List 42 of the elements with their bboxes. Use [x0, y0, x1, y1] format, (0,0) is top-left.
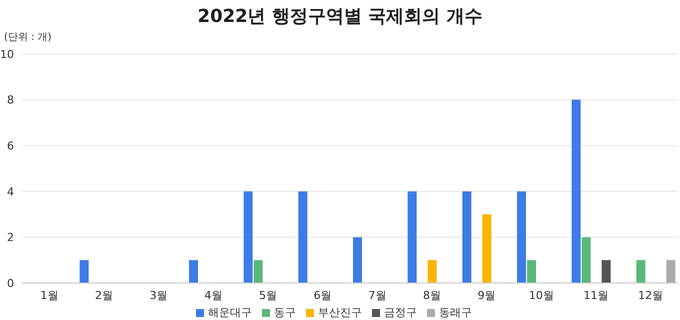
bar [482, 214, 492, 283]
bar [602, 260, 611, 283]
x-tick-label: 11월 [584, 288, 608, 302]
bar [189, 260, 198, 283]
y-tick-label: 8 [7, 94, 14, 107]
x-tick-label: 6월 [314, 288, 332, 302]
bar [462, 191, 472, 283]
bar [517, 191, 526, 283]
x-tick-label: 5월 [259, 288, 277, 302]
x-tick-label: 9월 [478, 288, 496, 302]
y-tick-label: 10 [0, 48, 14, 61]
x-tick-label: 1월 [40, 288, 58, 302]
bar [428, 260, 437, 283]
x-tick-label: 8월 [423, 288, 441, 302]
x-tick-label: 2월 [95, 288, 113, 302]
x-tick-label: 3월 [150, 288, 168, 302]
bar [353, 237, 362, 283]
y-tick-label: 2 [7, 231, 14, 244]
bar [254, 260, 263, 283]
bar [244, 191, 253, 283]
y-tick-label: 0 [7, 276, 14, 290]
bar [527, 260, 536, 283]
bar [572, 100, 581, 283]
bar [80, 260, 89, 283]
y-tick-label: 4 [7, 185, 14, 198]
bar [666, 260, 676, 283]
legend-label: 부산진구 [318, 306, 362, 319]
y-tick-label: 6 [7, 140, 14, 153]
x-tick-label: 10월 [528, 288, 554, 302]
bar [408, 191, 417, 283]
bar [636, 260, 646, 283]
legend-label: 해운대구 [208, 306, 252, 319]
legend-label: 동래구 [439, 306, 472, 319]
legend-label: 금정구 [384, 306, 417, 319]
y-axis-title: (단위 : 개) [4, 31, 52, 44]
chart-title: 2022년 행정구역별 국제회의 개수 [196, 5, 484, 28]
bar [582, 237, 591, 283]
x-tick-label: 12월 [638, 288, 664, 302]
legend-label: 동구 [274, 306, 296, 319]
x-tick-label: 7월 [368, 288, 386, 302]
x-tick-label: 4월 [204, 288, 222, 302]
bar [298, 191, 308, 283]
